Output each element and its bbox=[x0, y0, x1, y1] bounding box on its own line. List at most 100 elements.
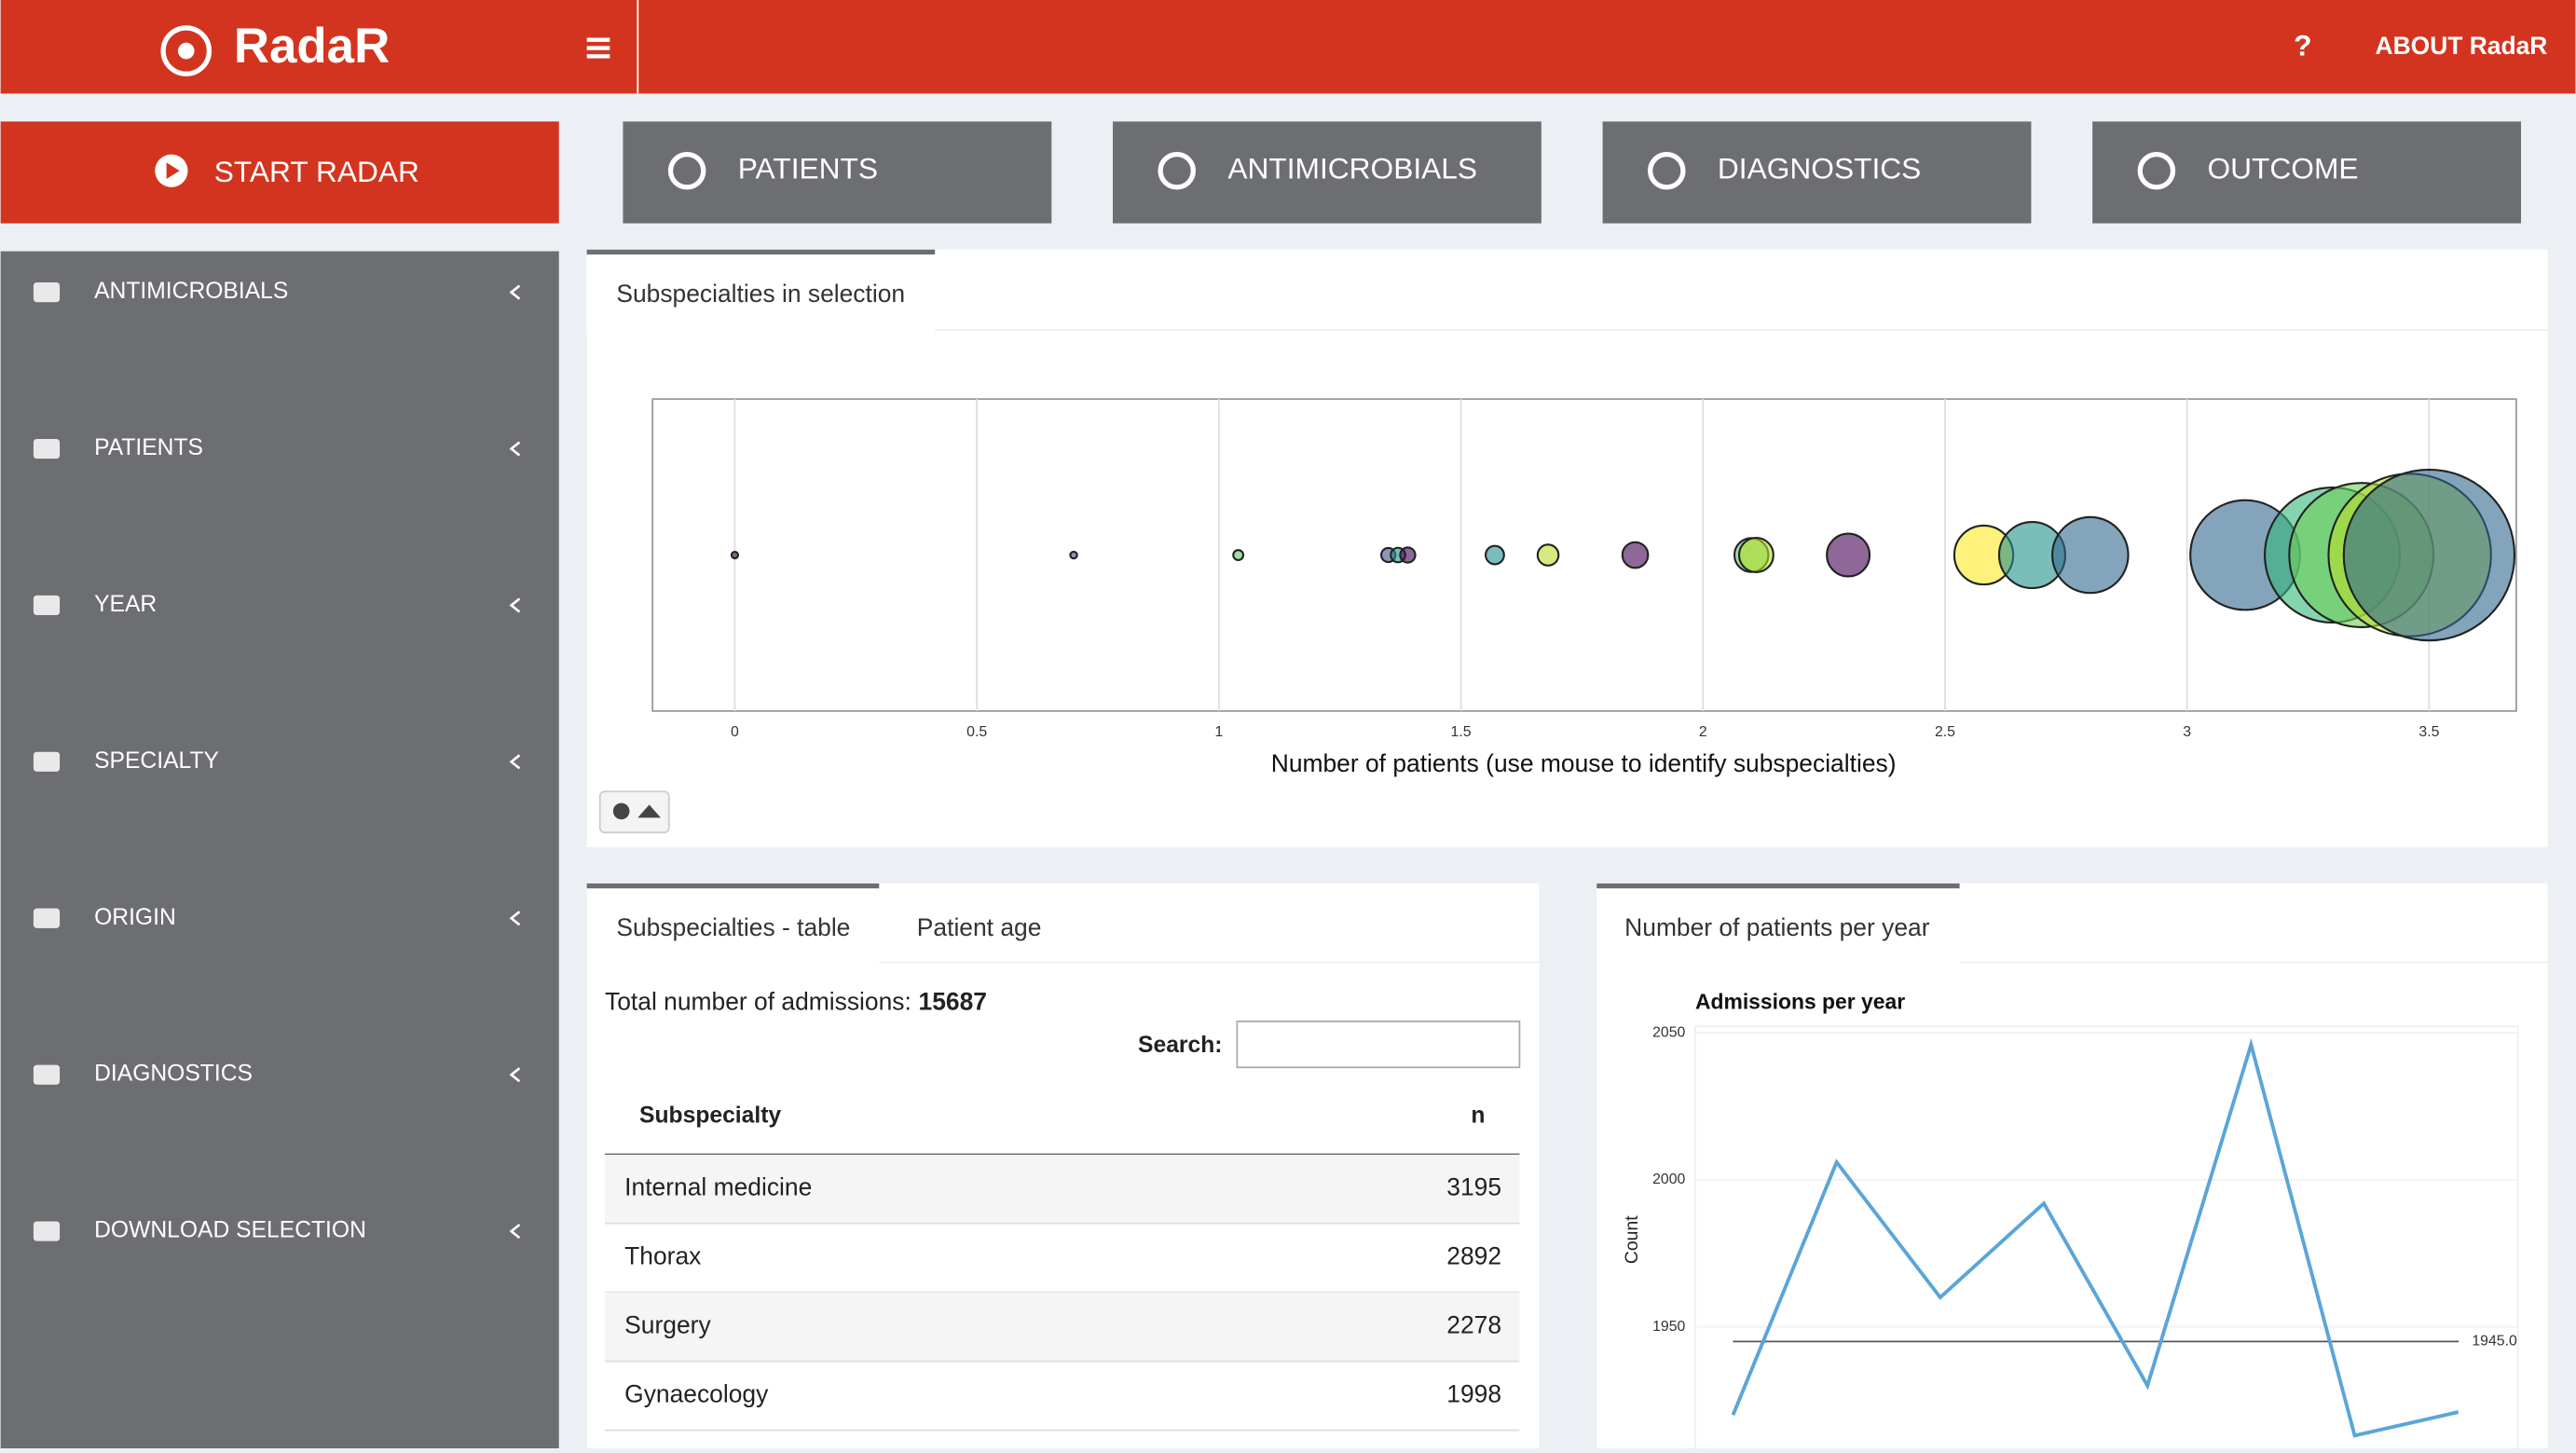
row-stripe bbox=[605, 1154, 1520, 1224]
cell: 2278 bbox=[1446, 1311, 1501, 1339]
chevron bbox=[509, 1223, 521, 1240]
x-tick-label: 2.5 bbox=[1935, 724, 1955, 740]
x-tick-label: 1 bbox=[1214, 724, 1223, 740]
total-label: Total number of admissions: bbox=[605, 988, 911, 1016]
tab-indicator bbox=[586, 249, 936, 255]
bubble[interactable] bbox=[1232, 549, 1245, 561]
bubble[interactable] bbox=[1485, 544, 1505, 566]
y-axis-label: Count bbox=[1622, 1215, 1642, 1264]
cell: Gynaecology bbox=[624, 1380, 769, 1408]
nav-icon bbox=[2137, 151, 2176, 190]
bubble[interactable] bbox=[730, 550, 740, 560]
sidebar-item[interactable]: YEAR bbox=[94, 592, 157, 617]
logo-dot bbox=[177, 42, 195, 60]
sidebar-icon bbox=[33, 282, 61, 303]
header-bar bbox=[0, 0, 2576, 94]
line-series bbox=[1731, 1037, 2460, 1438]
chevron bbox=[509, 284, 521, 300]
x-tick-label: 3.5 bbox=[2418, 724, 2439, 740]
sidebar-item[interactable]: DOWNLOAD SELECTION bbox=[94, 1218, 366, 1243]
x-tick-label: 2 bbox=[1699, 724, 1707, 740]
sidebar-icon bbox=[33, 751, 61, 772]
cell: Thorax bbox=[624, 1242, 701, 1270]
nav-icon bbox=[667, 151, 706, 190]
y-tick-label: 2050 bbox=[1652, 1024, 1685, 1040]
logo-icon bbox=[160, 25, 212, 76]
bubble[interactable] bbox=[1069, 550, 1078, 560]
nav-icon bbox=[1158, 151, 1196, 190]
gear-icon bbox=[612, 802, 630, 820]
chevron bbox=[509, 911, 521, 926]
sidebar-item[interactable]: ANTIMICROBIALS bbox=[94, 279, 288, 304]
sidebar-item[interactable]: ORIGIN bbox=[94, 905, 176, 930]
cell: 2892 bbox=[1446, 1242, 1501, 1270]
tab-active bbox=[586, 249, 936, 332]
sidebar-icon bbox=[33, 1064, 61, 1085]
tab-label[interactable]: Subspecialties in selection bbox=[616, 280, 905, 308]
bubble[interactable] bbox=[1399, 546, 1417, 564]
search-input[interactable] bbox=[1236, 1021, 1521, 1069]
line-plot-area bbox=[1694, 1025, 2519, 1453]
x-tick-label: 3 bbox=[2183, 724, 2191, 740]
nav-label[interactable]: ANTIMICROBIALS bbox=[1227, 152, 1477, 185]
x-tick-label: 0 bbox=[731, 724, 739, 740]
chevron bbox=[509, 1067, 521, 1083]
tab-label[interactable]: Number of patients per year bbox=[1624, 913, 1930, 941]
nav-label[interactable]: PATIENTS bbox=[738, 152, 878, 185]
menu-toggle[interactable] bbox=[586, 37, 610, 59]
bubble[interactable] bbox=[2342, 468, 2516, 642]
column-header[interactable]: Subspecialty bbox=[639, 1103, 781, 1129]
sidebar-item[interactable]: PATIENTS bbox=[94, 435, 203, 460]
bubble[interactable] bbox=[1826, 532, 1871, 578]
sidebar-item[interactable]: DIAGNOSTICS bbox=[94, 1062, 253, 1087]
sidebar-icon bbox=[33, 595, 61, 616]
reference-label: 1945.0 bbox=[2472, 1334, 2517, 1350]
sidebar bbox=[0, 251, 559, 1449]
plot-frame bbox=[651, 398, 2517, 712]
start-label[interactable]: START RADAR bbox=[214, 155, 419, 188]
sidebar-icon bbox=[33, 1221, 61, 1241]
y-tick-label: 1950 bbox=[1652, 1319, 1685, 1335]
nav-icon bbox=[1648, 151, 1686, 190]
nav-button[interactable] bbox=[1113, 121, 1541, 224]
nav-button[interactable] bbox=[1602, 121, 2032, 224]
cell: Internal medicine bbox=[624, 1173, 812, 1201]
about-link[interactable]: ABOUT RadaR bbox=[2376, 32, 2548, 60]
caret-icon bbox=[637, 804, 661, 818]
cell: Surgery bbox=[624, 1311, 711, 1339]
sidebar-icon bbox=[33, 438, 61, 459]
sidebar-icon bbox=[33, 908, 61, 928]
line-panel bbox=[1596, 883, 2548, 1448]
play-triangle bbox=[166, 162, 180, 180]
tab-label[interactable]: Subspecialties - table bbox=[616, 913, 850, 941]
x-tick-label: 1.5 bbox=[1451, 724, 1472, 740]
column-header[interactable]: n bbox=[1471, 1103, 1485, 1129]
cell: 1998 bbox=[1446, 1380, 1501, 1408]
nav-label[interactable]: DIAGNOSTICS bbox=[1718, 152, 1921, 185]
bubble[interactable] bbox=[1621, 541, 1650, 569]
help-link[interactable]: ? bbox=[2294, 28, 2311, 62]
y-tick-label: 2000 bbox=[1652, 1172, 1685, 1187]
chevron bbox=[509, 441, 521, 457]
settings-button[interactable] bbox=[598, 790, 670, 834]
start-button[interactable] bbox=[0, 121, 559, 224]
cell: 3195 bbox=[1446, 1173, 1501, 1201]
sidebar-item[interactable]: SPECIALTY bbox=[94, 748, 219, 774]
bubble[interactable] bbox=[2051, 515, 2130, 595]
nav-button[interactable] bbox=[2092, 121, 2522, 224]
nav-button[interactable] bbox=[623, 121, 1052, 224]
search-label: Search: bbox=[1138, 1033, 1222, 1058]
brand[interactable]: RadaR bbox=[234, 19, 390, 74]
nav-label[interactable]: OUTCOME bbox=[2207, 152, 2358, 185]
x-tick-label: 0.5 bbox=[966, 724, 987, 740]
chart-title: Admissions per year bbox=[1695, 990, 1905, 1014]
x-axis-label: Number of patients (use mouse to identif… bbox=[1271, 749, 1897, 777]
bubble[interactable] bbox=[1536, 543, 1560, 567]
tab-label[interactable]: Patient age bbox=[917, 913, 1042, 941]
total-value: 15687 bbox=[919, 988, 987, 1016]
tab-indicator bbox=[1596, 883, 1960, 889]
row-stripe bbox=[605, 1292, 1520, 1362]
bubble[interactable] bbox=[1737, 537, 1774, 573]
